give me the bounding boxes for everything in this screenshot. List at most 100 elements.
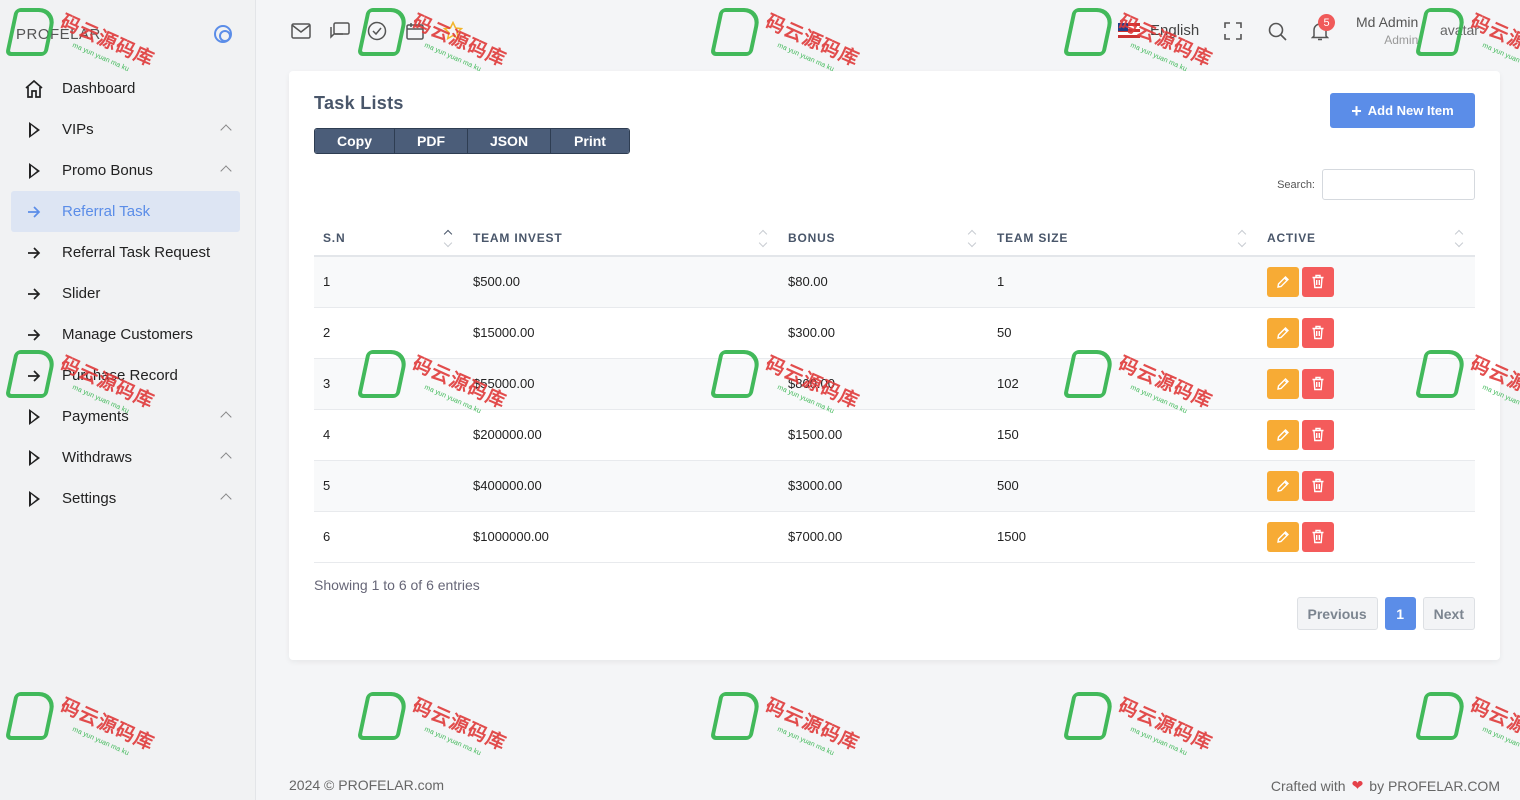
sidebar-item-manage-customers[interactable]: Manage Customers: [11, 314, 240, 355]
sidebar-item-label: Settings: [62, 490, 117, 507]
sidebar-item-label: Withdraws: [62, 449, 133, 466]
delete-button[interactable]: [1302, 521, 1334, 552]
pencil-icon: [1277, 326, 1289, 339]
language-selector[interactable]: English: [1118, 22, 1199, 39]
sidebar-item-label: Purchase Record: [62, 367, 178, 384]
delete-button[interactable]: [1302, 419, 1334, 450]
user-menu[interactable]: Md Admin Admin: [1356, 14, 1418, 47]
chevron-up-icon: [220, 493, 232, 505]
check-circle-icon[interactable]: [366, 20, 388, 42]
play-icon: [23, 488, 45, 510]
delete-button[interactable]: [1302, 368, 1334, 399]
heart-icon: ❤: [1351, 777, 1364, 793]
chevron-up-icon: [220, 124, 232, 136]
previous-page-button[interactable]: Previous: [1296, 597, 1378, 630]
delete-button[interactable]: [1302, 266, 1334, 297]
play-icon: [23, 406, 45, 428]
sidebar-item-purchase-record[interactable]: Purchase Record: [11, 355, 240, 396]
next-page-button[interactable]: Next: [1422, 597, 1475, 630]
edit-button[interactable]: [1267, 470, 1299, 501]
edit-button[interactable]: [1267, 368, 1299, 399]
flag-icon: [1118, 23, 1140, 38]
sort-icon: [1455, 231, 1463, 247]
print-button[interactable]: Print: [551, 129, 629, 153]
cell-actions: [1258, 460, 1475, 512]
column-header-label: ACTIVE: [1267, 230, 1316, 245]
sidebar-item-label: Manage Customers: [62, 326, 193, 343]
cell-sn: 2: [314, 307, 464, 359]
cell-invest: $55000.00: [464, 358, 779, 410]
footer-crafted-suffix[interactable]: by PROFELAR.COM: [1369, 777, 1500, 794]
calendar-icon[interactable]: [404, 20, 426, 42]
cell-invest: $15000.00: [464, 307, 779, 359]
brand-logo[interactable]: PROFELAR: [16, 26, 101, 43]
cell-invest: $1000000.00: [464, 511, 779, 563]
mail-icon[interactable]: [290, 20, 312, 42]
sidebar-item-vips[interactable]: VIPs: [11, 109, 240, 150]
sidebar-item-label: Payments: [62, 408, 129, 425]
entries-info: Showing 1 to 6 of 6 entries: [314, 577, 480, 593]
avatar[interactable]: avatar: [1440, 22, 1479, 38]
column-header-active[interactable]: ACTIVE: [1258, 220, 1475, 257]
sidebar-item-label: Referral Task: [62, 203, 151, 220]
cell-size: 1: [988, 256, 1258, 308]
edit-button[interactable]: [1267, 317, 1299, 348]
fullscreen-icon[interactable]: [1222, 20, 1244, 42]
sidebar-item-settings[interactable]: Settings: [11, 478, 240, 519]
sidebar-item-referral-task[interactable]: Referral Task: [11, 191, 240, 232]
table-header-row: S.N TEAM INVEST BONUS TEAM SIZE ACTIVE: [314, 220, 1475, 257]
sidebar-toggle-icon[interactable]: [214, 25, 232, 43]
trash-icon: [1312, 529, 1324, 544]
sidebar-item-referral-task-request[interactable]: Referral Task Request: [11, 232, 240, 273]
page-1-button[interactable]: 1: [1384, 597, 1416, 630]
sidebar-item-label: VIPs: [62, 121, 94, 138]
sidebar-item-payments[interactable]: Payments: [11, 396, 240, 437]
copy-button[interactable]: Copy: [315, 129, 395, 153]
add-new-item-button[interactable]: + Add New Item: [1330, 93, 1475, 128]
cell-invest: $200000.00: [464, 409, 779, 461]
json-button[interactable]: JSON: [468, 129, 551, 153]
column-header-team-size[interactable]: TEAM SIZE: [988, 220, 1258, 257]
sidebar-item-promo-bonus[interactable]: Promo Bonus: [11, 150, 240, 191]
edit-button[interactable]: [1267, 266, 1299, 297]
plus-icon: +: [1351, 100, 1362, 121]
delete-button[interactable]: [1302, 470, 1334, 501]
pdf-button[interactable]: PDF: [395, 129, 468, 153]
cell-invest: $400000.00: [464, 460, 779, 512]
search-input[interactable]: [1322, 169, 1475, 200]
delete-button[interactable]: [1302, 317, 1334, 348]
sidebar-item-dashboard[interactable]: Dashboard: [11, 68, 240, 109]
sidebar-item-slider[interactable]: Slider: [11, 273, 240, 314]
arrow-right-icon: [23, 201, 45, 223]
footer-credit: Crafted with ❤ by PROFELAR.COM: [1271, 777, 1500, 794]
sidebar-menu: Dashboard VIPs Promo Bonus Referral Task Ref…: [11, 68, 240, 519]
trash-icon: [1312, 325, 1324, 340]
cell-size: 102: [988, 358, 1258, 410]
chat-icon[interactable]: [329, 20, 351, 42]
column-header-bonus[interactable]: BONUS: [779, 220, 988, 257]
sidebar-item-label: Referral Task Request: [62, 244, 211, 261]
cell-invest: $500.00: [464, 256, 779, 308]
search-icon[interactable]: [1266, 20, 1288, 42]
cell-actions: [1258, 409, 1475, 461]
sidebar-item-withdraws[interactable]: Withdraws: [11, 437, 240, 478]
footer-copyright: 2024 © PROFELAR.com: [289, 777, 445, 793]
export-buttons: Copy PDF JSON Print: [314, 128, 630, 154]
edit-button[interactable]: [1267, 419, 1299, 450]
topbar: English 5 Md Admin Admin avatar: [256, 0, 1520, 62]
table-row: 4 $200000.00 $1500.00 150: [314, 409, 1475, 461]
add-new-item-label: Add New Item: [1367, 103, 1454, 118]
language-label: English: [1150, 22, 1200, 39]
cell-sn: 6: [314, 511, 464, 563]
column-header-sn[interactable]: S.N: [314, 220, 464, 257]
page-title: Task Lists: [314, 93, 404, 113]
edit-button[interactable]: [1267, 521, 1299, 552]
pencil-icon: [1277, 428, 1289, 441]
chevron-up-icon: [220, 452, 232, 464]
cell-actions: [1258, 307, 1475, 359]
chevron-up-icon: [220, 411, 232, 423]
star-icon[interactable]: [442, 20, 464, 42]
sidebar: PROFELAR Dashboard VIPs Promo Bonus Referra…: [0, 0, 256, 800]
column-header-team-invest[interactable]: TEAM INVEST: [464, 220, 779, 257]
